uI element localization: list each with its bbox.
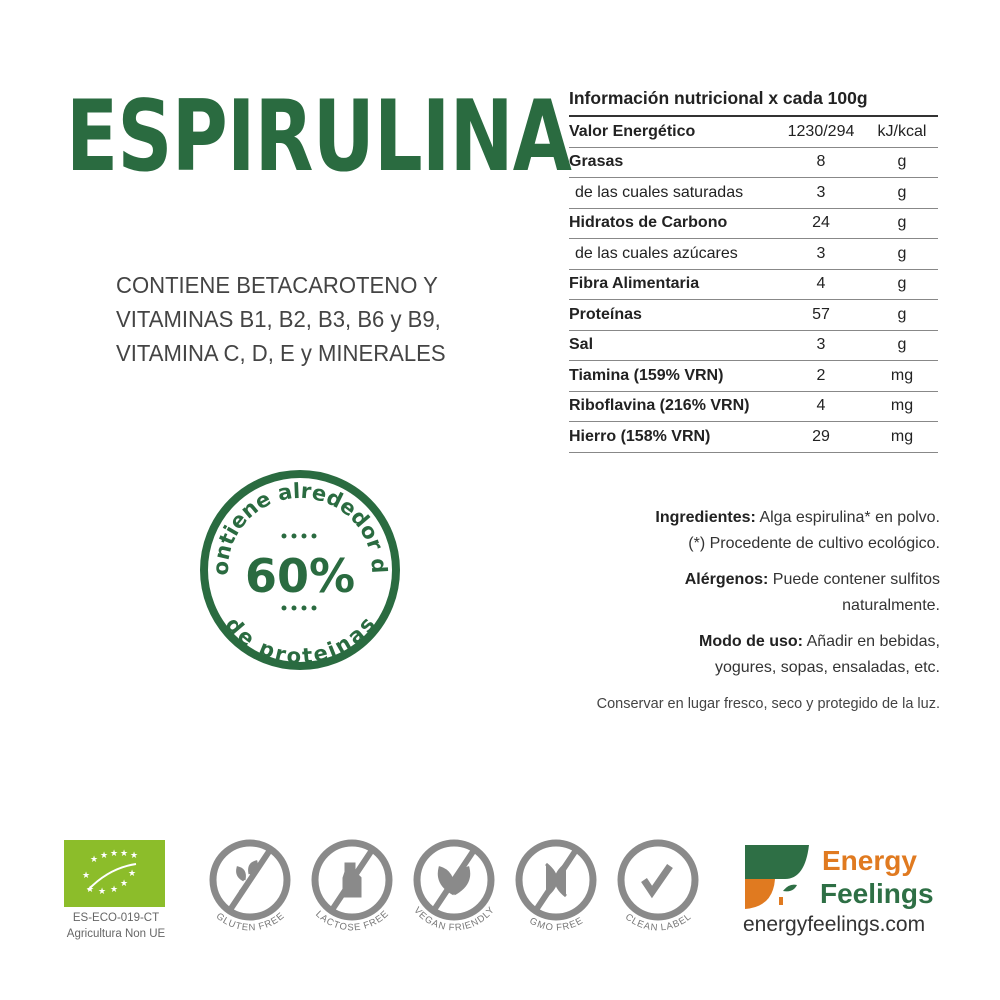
nutrient-name: Fibra Alimentaria bbox=[569, 275, 700, 293]
nutrition-row: Valor Energético 1230/294 kJ/kcal bbox=[569, 117, 938, 148]
nutrient-value: 1230/294 bbox=[787, 122, 855, 140]
allergens-text: Puede contener sulfitos naturalmente. bbox=[768, 571, 940, 614]
ingredients-note: (*) Procedente de cultivo ecológico. bbox=[688, 535, 940, 552]
ingredients-label: Ingredientes: bbox=[655, 509, 756, 526]
nutrient-unit: g bbox=[897, 336, 907, 354]
nutrient-value: 29 bbox=[812, 427, 830, 445]
nutrient-value: 8 bbox=[816, 153, 826, 171]
svg-text:★: ★ bbox=[130, 850, 138, 860]
product-claims: CONTIENE BETACAROTENO Y VITAMINAS B1, B2… bbox=[116, 268, 446, 370]
eco-code: ES-ECO-019-CT bbox=[72, 912, 160, 924]
badge-bottom-text: de proteinas bbox=[220, 612, 379, 668]
brand-url[interactable]: energyfeelings.com bbox=[743, 913, 926, 936]
svg-text:★: ★ bbox=[110, 884, 118, 894]
nutrient-value: 3 bbox=[816, 183, 826, 201]
nutrition-row: de las cuales azúcares 3 g bbox=[569, 239, 938, 270]
svg-text:★: ★ bbox=[128, 868, 136, 878]
nutrition-row: Riboflavina (216% VRN) 4 mg bbox=[569, 392, 938, 422]
eco-certification-text: ES-ECO-019-CT Agricultura Non UE bbox=[56, 910, 176, 942]
usage-label: Modo de uso: bbox=[699, 633, 803, 650]
svg-text:★: ★ bbox=[90, 854, 98, 864]
claim-line: VITAMINA C, D, E y MINERALES bbox=[116, 340, 446, 366]
svg-text:★: ★ bbox=[82, 870, 90, 880]
svg-text:LACTOSE FREE: LACTOSE FREE bbox=[313, 909, 391, 934]
leaves-icon: VEGAN FRIENDLY bbox=[411, 839, 497, 933]
nutrition-title: Información nutricional x cada 100g bbox=[569, 88, 938, 117]
nutrient-unit: g bbox=[897, 244, 907, 262]
nutrition-row: Hierro (158% VRN) 29 mg bbox=[569, 422, 938, 453]
claim-line: CONTIENE BETACAROTENO Y bbox=[116, 272, 438, 298]
svg-text:★: ★ bbox=[98, 886, 106, 896]
eco-origin: Agricultura Non UE bbox=[66, 928, 166, 940]
nutrient-value: 2 bbox=[816, 366, 826, 384]
brand-name-line1: Energy bbox=[822, 845, 917, 876]
product-title: ESPIRULINA bbox=[66, 80, 572, 194]
icon-label: LACTOSE FREE bbox=[313, 909, 391, 934]
nutrition-row: Sal 3 g bbox=[569, 331, 938, 361]
nutrient-value: 3 bbox=[816, 336, 826, 354]
claim-line: VITAMINAS B1, B2, B3, B6 y B9, bbox=[116, 306, 441, 332]
wheat-icon: GLUTEN FREE bbox=[209, 839, 291, 934]
check-leaf-icon: CLEAN LABEL bbox=[617, 839, 699, 934]
nutrition-row: Tiamina (159% VRN) 2 mg bbox=[569, 361, 938, 392]
storage-text: Conservar en lugar fresco, seco y proteg… bbox=[596, 696, 940, 712]
dna-icon: GMO FREE bbox=[515, 839, 597, 933]
nutrient-value: 57 bbox=[812, 305, 830, 323]
nutrient-name: de las cuales saturadas bbox=[575, 183, 744, 201]
nutrient-unit: mg bbox=[890, 427, 914, 445]
nutrition-row: Grasas 8 g bbox=[569, 148, 938, 178]
nutrient-name: Riboflavina (216% VRN) bbox=[569, 397, 750, 415]
eu-organic-logo: ★ ★ ★ ★ ★ ★ ★ ★ ★ ★ ★ bbox=[64, 840, 165, 907]
nutrient-unit: kJ/kcal bbox=[877, 122, 927, 140]
nutrient-value: 4 bbox=[816, 275, 826, 293]
energy-feelings-logo bbox=[745, 845, 809, 909]
diet-icons: GLUTEN FREE LACTOSE FREE VEGAN FRIENDLY … bbox=[209, 839, 699, 934]
protein-badge: contiene alrededor de de proteinas 60% bbox=[198, 468, 400, 670]
nutrient-unit: g bbox=[897, 305, 907, 323]
nutrient-value: 3 bbox=[816, 244, 826, 262]
nutrient-value: 24 bbox=[812, 214, 830, 232]
nutrient-name: Hierro (158% VRN) bbox=[569, 427, 711, 445]
badge-value: 60% bbox=[245, 549, 355, 603]
svg-text:★: ★ bbox=[100, 850, 108, 860]
nutrient-name: Valor Energético bbox=[569, 122, 696, 140]
nutrition-row: Hidratos de Carbono 24 g bbox=[569, 209, 938, 239]
nutrient-name: Grasas bbox=[569, 153, 624, 171]
svg-text:★: ★ bbox=[120, 878, 128, 888]
nutrient-name: Proteínas bbox=[569, 305, 642, 323]
nutrient-value: 4 bbox=[816, 397, 826, 415]
ingredients-text: Alga espirulina* en polvo. bbox=[755, 509, 940, 526]
allergens-label: Alérgenos: bbox=[684, 571, 769, 588]
nutrition-row: Proteínas 57 g bbox=[569, 300, 938, 331]
svg-text:★: ★ bbox=[110, 848, 118, 858]
milk-bottle-icon: LACTOSE FREE bbox=[311, 839, 393, 934]
nutrition-row: Fibra Alimentaria 4 g bbox=[569, 270, 938, 300]
nutrient-name: Sal bbox=[569, 336, 594, 354]
nutrient-unit: g bbox=[897, 153, 907, 171]
nutrient-unit: mg bbox=[890, 397, 914, 415]
nutrient-name: Hidratos de Carbono bbox=[569, 214, 728, 232]
product-info: Ingredientes: Alga espirulina* en polvo.… bbox=[540, 505, 940, 727]
nutrient-name: de las cuales azúcares bbox=[575, 244, 738, 262]
brand-name-line2: Feelings bbox=[820, 878, 934, 909]
nutrition-table: Información nutricional x cada 100g Valo… bbox=[569, 88, 938, 453]
nutrient-name: Tiamina (159% VRN) bbox=[569, 366, 724, 384]
usage-text: Añadir en bebidas, yogures, sopas, ensal… bbox=[714, 633, 940, 676]
nutrient-unit: mg bbox=[890, 366, 914, 384]
nutrient-unit: g bbox=[897, 275, 907, 293]
svg-text:★: ★ bbox=[120, 848, 128, 858]
nutrient-unit: g bbox=[897, 183, 907, 201]
nutrition-row: de las cuales saturadas 3 g bbox=[569, 178, 938, 209]
nutrient-unit: g bbox=[897, 214, 907, 232]
